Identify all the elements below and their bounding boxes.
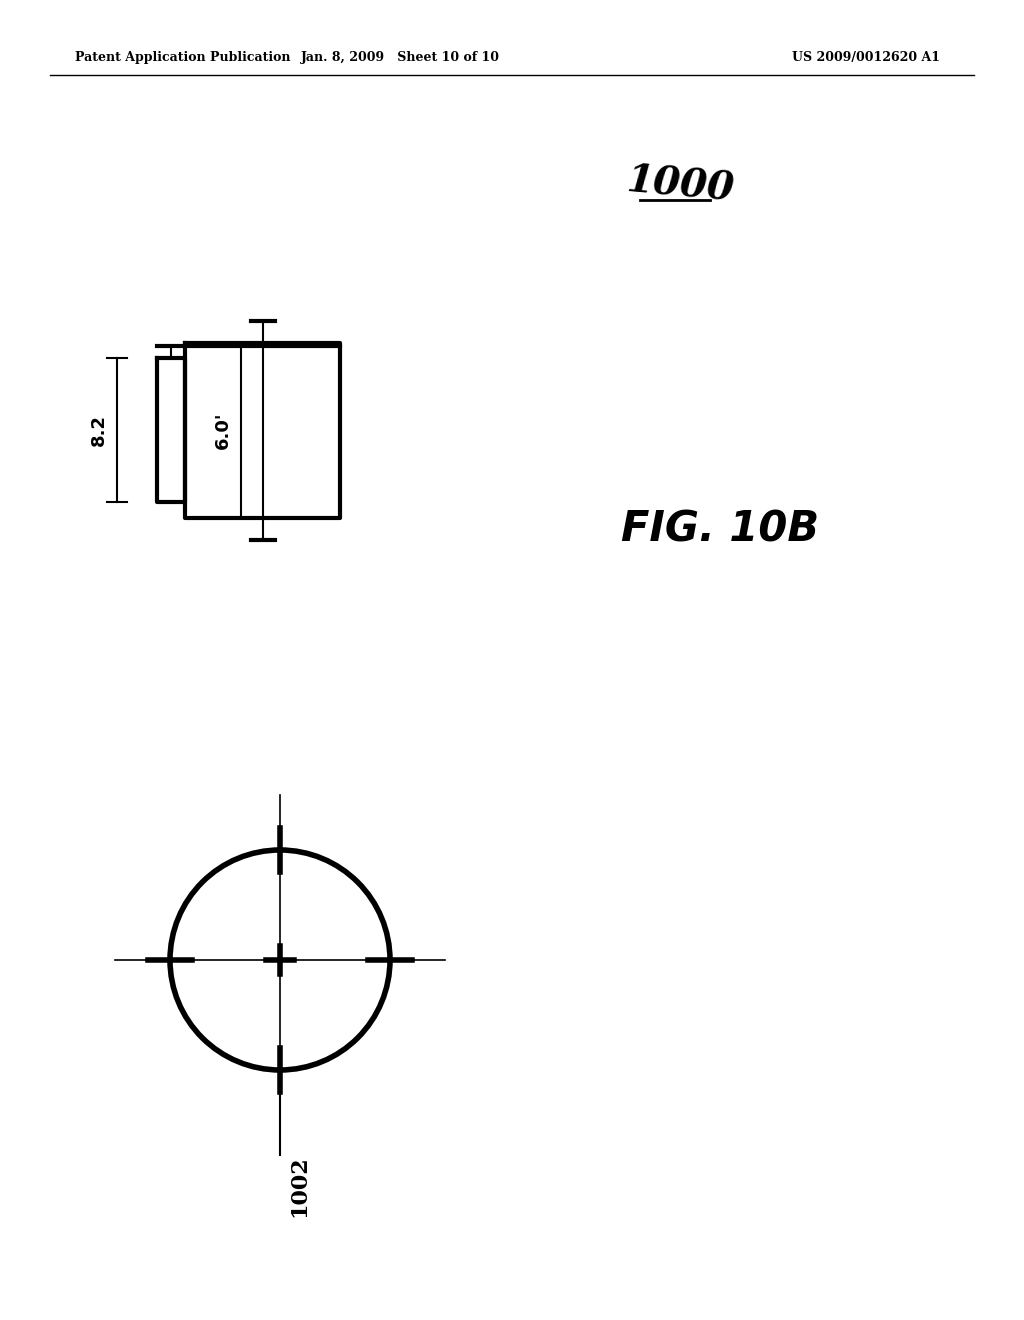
Text: Jan. 8, 2009   Sheet 10 of 10: Jan. 8, 2009 Sheet 10 of 10 — [300, 51, 500, 65]
Text: FIG. 10B: FIG. 10B — [621, 510, 819, 550]
Text: 1002: 1002 — [288, 1155, 310, 1217]
Text: 1000: 1000 — [625, 161, 735, 209]
Text: Patent Application Publication: Patent Application Publication — [75, 51, 291, 65]
Text: 6.0': 6.0' — [213, 412, 231, 449]
Text: US 2009/0012620 A1: US 2009/0012620 A1 — [792, 51, 940, 65]
Text: 8.2: 8.2 — [90, 414, 108, 446]
